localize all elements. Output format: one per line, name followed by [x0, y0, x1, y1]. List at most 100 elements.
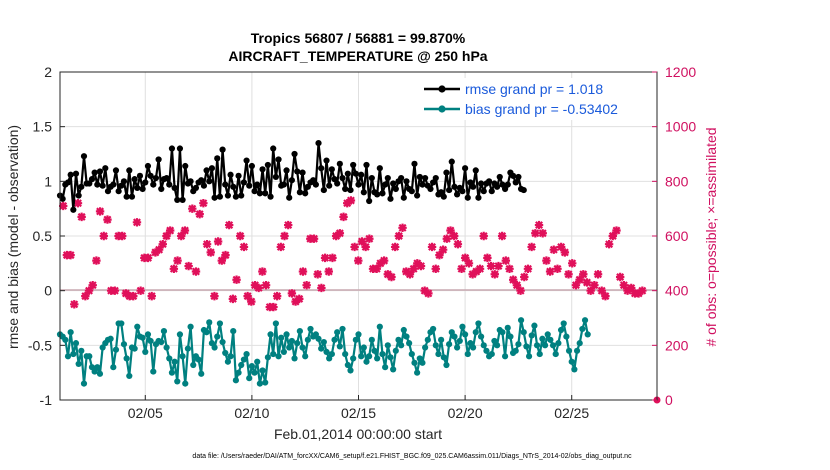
biasseries-point	[147, 337, 154, 345]
left-tick-label: 1	[44, 173, 52, 189]
biasseries-point	[112, 346, 120, 353]
biasseries-point	[454, 344, 461, 351]
biasseries-point	[296, 328, 303, 335]
obs-marker-shape	[295, 294, 304, 304]
obs-marker	[438, 245, 448, 254]
biasseries-point	[400, 326, 407, 334]
biasseries-point	[403, 333, 410, 340]
rmseseries-point	[342, 185, 349, 193]
rmseseries-point	[270, 145, 277, 152]
biasseries-point	[166, 355, 173, 362]
obs-marker-shape	[627, 283, 636, 293]
rmseseries-point	[224, 192, 232, 199]
obs-marker	[136, 286, 145, 295]
obs-marker-shape	[84, 286, 94, 295]
obs-marker-shape	[250, 281, 260, 290]
obs-marker-shape	[350, 242, 359, 252]
obs-marker-shape	[95, 207, 105, 216]
rmseseries-point	[344, 170, 351, 177]
obs-marker	[121, 289, 131, 298]
biasseries-point	[462, 331, 469, 338]
biasseries-point	[264, 354, 271, 361]
obs-marker-shape	[221, 250, 230, 260]
biasseries-point	[363, 358, 370, 365]
obs-marker-shape	[165, 226, 175, 235]
rmseseries-point	[475, 194, 482, 201]
biasseries-point	[480, 342, 487, 349]
biasseries-point	[520, 329, 527, 336]
biasseries-point	[398, 342, 405, 349]
obs-marker-shape	[461, 253, 470, 263]
rmseseries-point	[126, 167, 133, 174]
obs-marker-shape	[199, 199, 208, 208]
rmseseries-point	[150, 181, 157, 188]
obs-marker	[328, 253, 337, 263]
obs-marker	[169, 264, 179, 273]
obs-marker	[88, 281, 97, 290]
rmseseries-point	[398, 174, 405, 182]
obs-marker	[295, 294, 304, 304]
rmseseries-point	[464, 194, 471, 201]
rmseseries-point	[363, 161, 370, 169]
biasseries-point	[512, 347, 519, 354]
obs-marker-shape	[132, 218, 142, 227]
obs-marker	[213, 237, 223, 246]
rmseseries-point	[246, 182, 253, 189]
obs-marker-shape	[516, 286, 525, 295]
biasseries-point	[355, 331, 362, 338]
chart-title-line2: AIRCRAFT_TEMPERATURE @ 250 hPa	[228, 48, 487, 64]
obs-marker-shape	[258, 267, 267, 276]
obs-marker-shape	[81, 291, 90, 301]
obs-marker	[442, 234, 452, 243]
obs-marker-shape	[449, 231, 459, 241]
rmseseries-point	[78, 183, 85, 190]
obs-count-series	[58, 196, 661, 404]
rmseseries-point	[504, 181, 511, 188]
obs-marker	[608, 231, 618, 241]
rmseseries-point	[88, 176, 96, 183]
legend-rmse-label: rmse grand pr = 1.018	[465, 81, 603, 97]
biasseries-point	[523, 343, 530, 350]
obs-marker	[99, 231, 108, 241]
biasseries-point	[568, 358, 575, 365]
left-tick-label: 1.5	[33, 119, 53, 135]
rmseseries-point	[75, 192, 82, 199]
right-axis-label: # of obs: o=possible; ×=assimilated	[703, 127, 719, 346]
obs-marker-shape	[361, 242, 370, 252]
rmseseries-point	[248, 162, 255, 170]
obs-marker-shape	[438, 245, 448, 254]
rmseseries-point	[80, 153, 88, 160]
obs-marker	[556, 242, 566, 252]
rmseseries-point	[120, 178, 128, 185]
rmseseries-point	[147, 172, 154, 179]
obs-marker	[180, 226, 190, 235]
obs-marker-shape	[147, 291, 156, 301]
obs-marker-shape	[298, 267, 308, 276]
obs-marker-shape	[77, 212, 86, 222]
right-tick-label: 800	[665, 173, 689, 189]
biasseries-point	[350, 355, 357, 362]
rmseseries-point	[275, 156, 282, 163]
rmseseries-point	[94, 181, 101, 188]
biasseries-point	[131, 345, 138, 352]
obs-marker	[147, 291, 156, 301]
biasseries-point	[70, 350, 77, 358]
biasseries-point	[246, 375, 253, 382]
obs-marker-shape	[269, 302, 278, 312]
obs-marker	[184, 261, 193, 271]
rmseseries-point	[443, 169, 450, 176]
obs-marker	[284, 220, 293, 230]
obs-marker-shape	[376, 259, 385, 268]
x-axis-ticks: 02/05 02/10 02/15 02/20 02/25	[128, 395, 589, 421]
obs-marker	[383, 270, 392, 279]
obs-marker-shape	[457, 264, 466, 273]
obs-marker	[151, 248, 160, 257]
obs-marker-shape	[475, 264, 485, 273]
biasseries-point	[232, 377, 240, 384]
biasseries-point	[342, 350, 349, 358]
rmseseries-point	[142, 179, 149, 186]
obs-marker	[597, 286, 606, 295]
rmseseries-point	[171, 184, 178, 191]
rmseseries-point	[219, 146, 226, 153]
biasseries-point	[336, 343, 343, 350]
